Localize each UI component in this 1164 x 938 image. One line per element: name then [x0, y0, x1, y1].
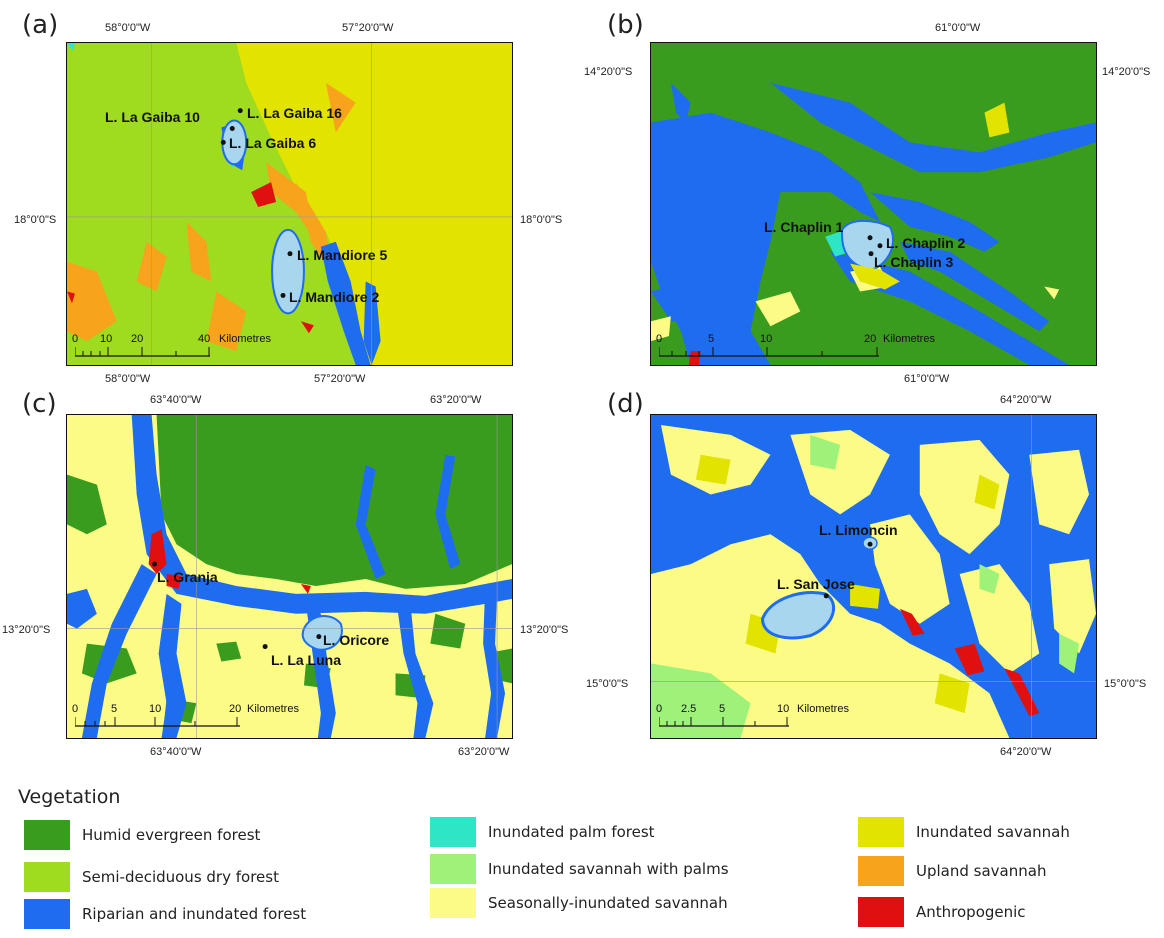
scale-bar-line — [659, 717, 789, 727]
lake-label-chaplin-1: L. Chaplin 1 — [764, 219, 844, 235]
legend-item-inundated-savannah: Inundated savannah — [858, 817, 1070, 847]
lake-label-la-gaiba-10: L. La Gaiba 10 — [105, 109, 200, 125]
scale-tick-0: 0 — [72, 703, 79, 715]
lake-label-chaplin-3: L. Chaplin 3 — [874, 254, 954, 270]
panel-a-top-right-lon: 57°20'0"W — [342, 22, 394, 34]
scale-tick-5: 5 — [719, 703, 726, 715]
map-panel-c-canvas — [67, 415, 512, 738]
map-panel-c[interactable]: L. Granja L. Oricore L. La Luna 0 5 10 2… — [66, 414, 513, 739]
map-panel-b-canvas — [651, 43, 1096, 365]
panel-c-right-lat: 13°20'0"S — [520, 624, 569, 636]
panel-c-bottom-left-lon: 63°40'0"W — [150, 746, 202, 758]
map-panel-b[interactable]: L. Chaplin 1 L. Chaplin 2 L. Chaplin 3 0… — [650, 42, 1097, 366]
legend-label: Inundated palm forest — [488, 823, 655, 841]
scale-tick-10: 10 — [100, 333, 113, 345]
legend-label: Anthropogenic — [916, 903, 1026, 921]
scale-bar-line — [75, 717, 240, 727]
lake-label-la-luna: L. La Luna — [271, 652, 341, 668]
legend-label: Upland savannah — [916, 862, 1047, 880]
scale-tick-20: 20 — [229, 703, 242, 715]
legend-swatch — [430, 888, 476, 918]
lake-label-chaplin-2: L. Chaplin 2 — [886, 235, 966, 251]
panel-b-letter: (b) — [607, 10, 644, 40]
legend-swatch — [24, 899, 70, 929]
panel-c-bottom-right-lon: 63°20'0"W — [458, 746, 510, 758]
scale-tick-20: 20 — [864, 333, 877, 345]
panel-a-bottom-right-lon: 57°20'0"W — [314, 373, 366, 385]
scale-tick-10: 10 — [149, 703, 162, 715]
legend-label: Humid evergreen forest — [82, 826, 261, 844]
scale-tick-0: 0 — [656, 703, 663, 715]
scale-tick-0: 0 — [72, 333, 79, 345]
panel-c-letter: (c) — [22, 389, 57, 419]
legend-swatch — [24, 862, 70, 892]
panel-c-top-right-lon: 63°20'0"W — [430, 394, 482, 406]
panel-a-bottom-left-lon: 58°0'0"W — [105, 373, 151, 385]
lake-label-granja: L. Granja — [157, 569, 218, 585]
lake-label-oricore: L. Oricore — [323, 632, 390, 648]
scale-tick-0: 0 — [656, 333, 663, 345]
legend-swatch — [858, 817, 904, 847]
legend-swatch — [858, 856, 904, 886]
panel-a-left-lat: 18°0'0"S — [14, 214, 57, 226]
lake-label-mandiore-5: L. Mandiore 5 — [297, 247, 388, 263]
legend-item-upland-savannah: Upland savannah — [858, 856, 1046, 886]
legend-item-inundated-savannah-with-palms: Inundated savannah with palms — [430, 854, 729, 884]
legend-swatch — [430, 817, 476, 847]
map-panel-d-canvas — [651, 415, 1096, 738]
scale-unit: Kilometres — [797, 703, 849, 715]
scale-tick-10: 10 — [760, 333, 773, 345]
legend-swatch — [24, 820, 70, 850]
panel-d-letter: (d) — [607, 389, 644, 419]
panel-b-bottom-lon: 61°0'0"W — [904, 373, 950, 385]
legend-swatch — [430, 854, 476, 884]
scale-tick-10: 10 — [777, 703, 790, 715]
legend-swatch — [858, 897, 904, 927]
scale-unit: Kilometres — [883, 333, 935, 345]
panel-a-letter: (a) — [22, 10, 59, 40]
panel-d-right-lat: 15°0'0"S — [1104, 678, 1147, 690]
panel-a-right-lat: 18°0'0"S — [520, 214, 563, 226]
legend-item-anthropogenic: Anthropogenic — [858, 897, 1026, 927]
panel-b-right-lat: 14°20'0"S — [1102, 66, 1151, 78]
map-panel-d[interactable]: L. Limoncin L. San Jose 0 2.5 5 10 Kilom… — [650, 414, 1097, 739]
panel-b-top-lon: 61°0'0"W — [935, 22, 981, 34]
scale-unit: Kilometres — [247, 703, 299, 715]
map-panel-a-canvas — [67, 43, 512, 365]
scale-bar-line — [659, 347, 879, 357]
lake-label-san-jose: L. San Jose — [777, 576, 855, 592]
legend-label: Inundated savannah with palms — [488, 860, 729, 878]
scale-unit: Kilometres — [219, 333, 271, 345]
legend-item-humid-evergreen-forest: Humid evergreen forest — [24, 820, 260, 850]
legend-item-seasonally-inundated-savannah: Seasonally-inundated savannah — [430, 888, 728, 918]
legend-item-inundated-palm-forest: Inundated palm forest — [430, 817, 655, 847]
legend-item-riparian-and-inundated-forest: Riparian and inundated forest — [24, 899, 306, 929]
lake-label-la-gaiba-16: L. La Gaiba 16 — [247, 105, 342, 121]
legend-label: Inundated savannah — [916, 823, 1070, 841]
scale-tick-5: 5 — [708, 333, 715, 345]
panel-a-top-left-lon: 58°0'0"W — [105, 22, 151, 34]
panel-c-left-lat: 13°20'0"S — [2, 624, 51, 636]
legend-title: Vegetation — [18, 786, 121, 808]
panel-d-bottom-lon: 64°20'0"W — [1000, 746, 1052, 758]
lake-label-mandiore-2: L. Mandiore 2 — [289, 289, 380, 305]
scale-bar-line — [75, 347, 210, 357]
panel-b-left-lat: 14°20'0"S — [584, 66, 633, 78]
map-panel-a[interactable]: L. La Gaiba 10 L. La Gaiba 16 L. La Gaib… — [66, 42, 513, 366]
scale-tick-40: 40 — [198, 333, 211, 345]
panel-d-left-lat: 15°0'0"S — [586, 678, 629, 690]
legend-label: Semi-deciduous dry forest — [82, 868, 279, 886]
lake-label-la-gaiba-6: L. La Gaiba 6 — [229, 135, 317, 151]
scale-tick-20: 20 — [131, 333, 144, 345]
legend-item-semi-deciduous-dry-forest: Semi-deciduous dry forest — [24, 862, 279, 892]
legend-label: Riparian and inundated forest — [82, 905, 307, 923]
lake-label-limoncin: L. Limoncin — [819, 522, 898, 538]
legend-label: Seasonally-inundated savannah — [488, 894, 728, 912]
scale-tick-2-5: 2.5 — [681, 703, 697, 715]
panel-c-top-left-lon: 63°40'0"W — [150, 394, 202, 406]
panel-d-top-lon: 64°20'0"W — [1000, 394, 1052, 406]
scale-tick-5: 5 — [111, 703, 118, 715]
